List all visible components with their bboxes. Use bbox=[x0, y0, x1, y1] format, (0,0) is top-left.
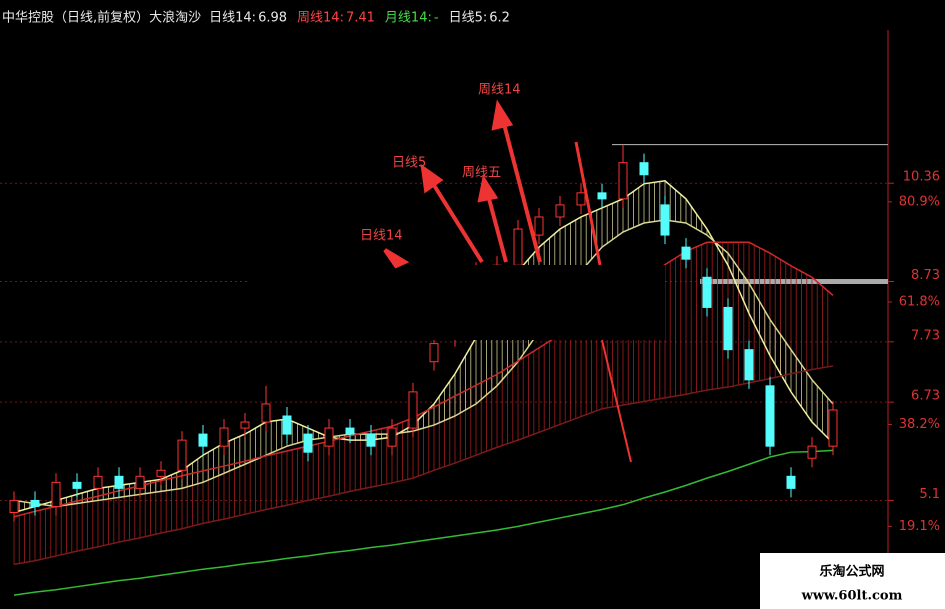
candle-body bbox=[786, 475, 796, 489]
candle-body bbox=[9, 499, 19, 513]
candle-body bbox=[702, 276, 712, 308]
y-tick-label: 8.73 bbox=[911, 268, 940, 283]
header-value: 7.41 bbox=[346, 11, 375, 26]
header-value: - bbox=[434, 11, 439, 26]
fib-label: 19.1% bbox=[899, 519, 940, 534]
candle-body bbox=[93, 475, 103, 489]
header-value: 6.98 bbox=[258, 11, 287, 26]
candle-body bbox=[639, 162, 649, 176]
candle-body bbox=[282, 415, 292, 435]
candle-body bbox=[51, 481, 61, 507]
candle-body bbox=[828, 409, 838, 447]
arrow-head bbox=[477, 174, 499, 203]
candle-body bbox=[156, 469, 166, 477]
series-line bbox=[13, 449, 834, 596]
annotation: 日线14 bbox=[360, 229, 403, 244]
watermark-url: www.60lt.com bbox=[801, 589, 903, 604]
arrow-head bbox=[420, 163, 444, 194]
arrow bbox=[486, 194, 508, 263]
header-label: 日线14: bbox=[209, 11, 256, 26]
series-line bbox=[13, 219, 834, 508]
y-tick-label: 6.73 bbox=[911, 389, 940, 404]
candle-body bbox=[198, 433, 208, 447]
header: 中华控股（日线,前复权）大浪淘沙 日线14: 6.98 周线14: 7.41 月线14: -… bbox=[2, 10, 510, 26]
candle-body bbox=[513, 228, 523, 266]
candle-body bbox=[135, 475, 145, 489]
candle-body bbox=[30, 499, 40, 507]
y-tick-label: 10.36 bbox=[903, 170, 940, 185]
candle-body bbox=[555, 204, 565, 218]
candle-body bbox=[765, 385, 775, 447]
watermark-title: 乐淘公式网 bbox=[819, 564, 884, 580]
candle-body bbox=[177, 439, 187, 471]
candle-body bbox=[114, 475, 124, 489]
annotation: 周线五 bbox=[462, 166, 501, 181]
header-value: 6.2 bbox=[489, 11, 510, 26]
candle-body bbox=[387, 427, 397, 447]
series-line bbox=[13, 241, 834, 518]
series-line bbox=[13, 179, 834, 514]
arrow bbox=[574, 141, 602, 266]
candle-body bbox=[534, 216, 544, 236]
occluder bbox=[250, 265, 665, 340]
annotations: 周线14 日线5 周线五 日线14 bbox=[360, 83, 521, 244]
annotation: 日线5 bbox=[392, 156, 426, 171]
candle-body bbox=[219, 427, 229, 447]
header-label: 日线5: bbox=[449, 11, 488, 26]
arrow bbox=[430, 180, 484, 264]
y-tick-label: 7.73 bbox=[911, 328, 940, 343]
fib-label: 61.8% bbox=[899, 295, 940, 310]
candle-body bbox=[72, 481, 82, 489]
candle-body bbox=[660, 204, 670, 236]
candle-body bbox=[681, 246, 691, 260]
series-line bbox=[13, 365, 834, 566]
arrow bbox=[501, 119, 542, 263]
candle-body bbox=[261, 403, 271, 423]
arrow-head bbox=[491, 99, 514, 131]
arrow-head bbox=[383, 248, 410, 269]
candle-body bbox=[576, 192, 586, 206]
header-label: 周线14: bbox=[297, 11, 344, 26]
candle-body bbox=[366, 433, 376, 447]
annotation-arrows bbox=[383, 99, 632, 463]
fib-label: 80.9% bbox=[899, 194, 940, 209]
arrow bbox=[601, 339, 632, 463]
y-tick-label: 5.1 bbox=[919, 487, 940, 502]
candle-body bbox=[618, 162, 628, 200]
candle-body bbox=[429, 343, 439, 363]
annotation: 周线14 bbox=[478, 83, 521, 98]
candle-body bbox=[240, 421, 250, 429]
candle-body bbox=[597, 192, 607, 200]
candle-body bbox=[324, 427, 334, 447]
candle-body bbox=[723, 306, 733, 351]
candle-body bbox=[408, 391, 418, 429]
candle-body bbox=[303, 433, 313, 453]
candle-body bbox=[345, 427, 355, 435]
candle-body bbox=[807, 445, 817, 459]
header-label: 月线14: bbox=[385, 11, 432, 26]
fib-label: 38.2% bbox=[899, 417, 940, 432]
header-label: 中华控股（日线,前复权）大浪淘沙 bbox=[2, 10, 201, 26]
watermark-box bbox=[760, 553, 945, 609]
candle-body bbox=[744, 349, 754, 381]
